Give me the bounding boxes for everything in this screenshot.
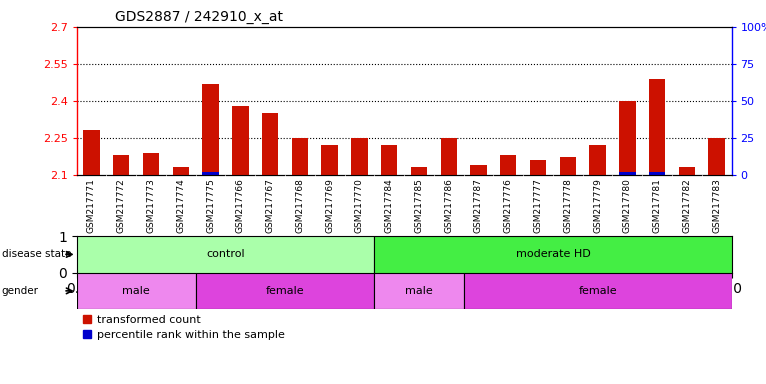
Text: GSM217785: GSM217785 [414, 178, 424, 233]
Bar [292, 138, 308, 175]
Bar [500, 155, 516, 175]
Bar [463, 273, 732, 309]
Text: GSM217784: GSM217784 [385, 178, 394, 233]
Text: GSM217774: GSM217774 [176, 178, 185, 233]
Text: GSM217779: GSM217779 [593, 178, 602, 233]
Bar [411, 167, 427, 175]
Text: male: male [405, 286, 433, 296]
Text: GSM217776: GSM217776 [504, 178, 512, 233]
Text: GDS2887 / 242910_x_at: GDS2887 / 242910_x_at [115, 10, 283, 23]
Text: GSM217768: GSM217768 [296, 178, 304, 233]
Bar [440, 138, 457, 175]
Bar [589, 145, 606, 175]
Bar [195, 273, 375, 309]
Text: GSM217783: GSM217783 [712, 178, 721, 233]
Bar [77, 273, 195, 309]
Bar [619, 172, 636, 175]
Text: control: control [206, 249, 245, 260]
Text: female: female [578, 286, 617, 296]
Text: GSM217775: GSM217775 [206, 178, 215, 233]
Text: moderate HD: moderate HD [516, 249, 591, 260]
Bar [322, 145, 338, 175]
Bar [679, 167, 695, 175]
Text: GSM217787: GSM217787 [474, 178, 483, 233]
Bar [649, 79, 666, 175]
Bar [352, 138, 368, 175]
Bar [375, 236, 732, 273]
Text: GSM217772: GSM217772 [116, 178, 126, 233]
Bar [709, 138, 725, 175]
Bar [649, 172, 666, 175]
Text: GSM217786: GSM217786 [444, 178, 453, 233]
Text: gender: gender [2, 286, 38, 296]
Text: GSM217766: GSM217766 [236, 178, 245, 233]
Bar [530, 160, 546, 175]
Text: GSM217770: GSM217770 [355, 178, 364, 233]
Bar [142, 152, 159, 175]
Bar [202, 84, 219, 175]
Bar [77, 236, 375, 273]
Bar [375, 273, 463, 309]
Text: GSM217780: GSM217780 [623, 178, 632, 233]
Text: disease state: disease state [2, 249, 71, 260]
Text: GSM217773: GSM217773 [146, 178, 155, 233]
Text: male: male [123, 286, 150, 296]
Text: GSM217781: GSM217781 [653, 178, 662, 233]
Text: GSM217777: GSM217777 [534, 178, 542, 233]
Bar [560, 157, 576, 175]
Text: GSM217778: GSM217778 [563, 178, 572, 233]
Bar [83, 131, 100, 175]
Legend: transformed count, percentile rank within the sample: transformed count, percentile rank withi… [82, 314, 284, 340]
Text: GSM217769: GSM217769 [325, 178, 334, 233]
Bar [113, 155, 129, 175]
Text: GSM217767: GSM217767 [266, 178, 274, 233]
Bar [202, 172, 219, 175]
Bar [470, 165, 486, 175]
Text: GSM217771: GSM217771 [87, 178, 96, 233]
Text: GSM217782: GSM217782 [683, 178, 692, 233]
Bar [262, 113, 278, 175]
Text: female: female [266, 286, 304, 296]
Bar [232, 106, 248, 175]
Bar [172, 167, 189, 175]
Bar [381, 145, 398, 175]
Bar [619, 101, 636, 175]
